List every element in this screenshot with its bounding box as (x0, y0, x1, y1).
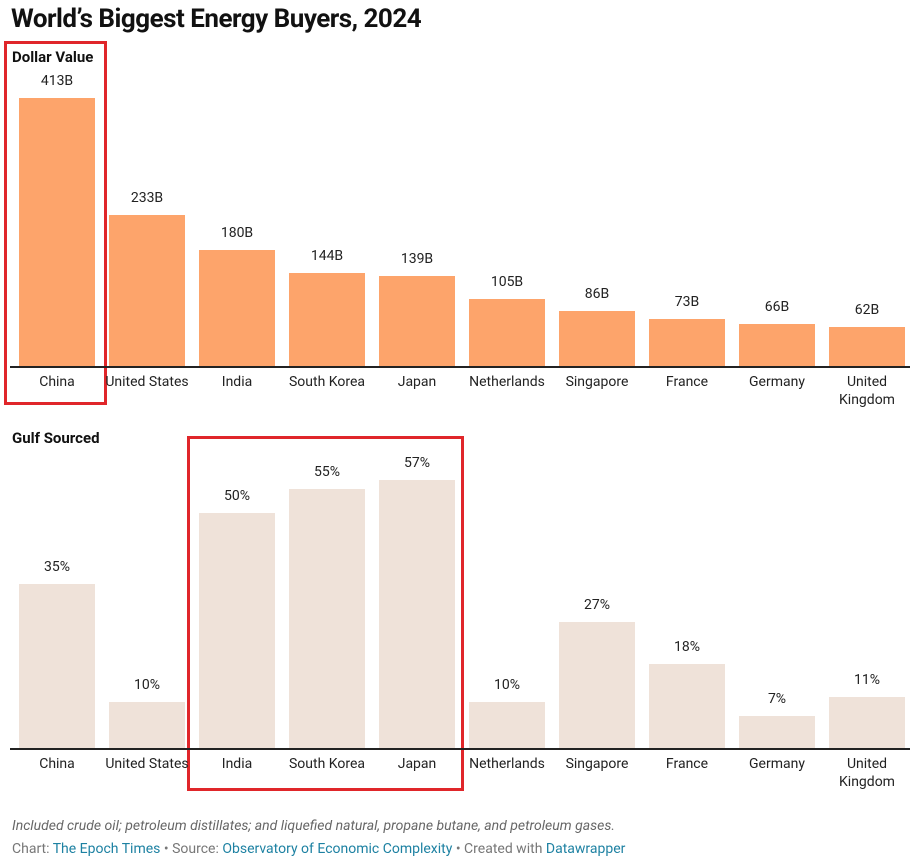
value-label: 73B (674, 294, 700, 311)
created-label: Created with (464, 841, 543, 857)
bar (559, 621, 635, 749)
x-tick-label: China (39, 756, 75, 772)
value-label: 66B (764, 299, 790, 315)
x-tick-label: Netherlands (469, 374, 545, 390)
bar (379, 480, 455, 749)
bar (289, 489, 365, 749)
x-tick-label: India (221, 756, 253, 772)
value-label: 180B (220, 224, 254, 241)
baseline (10, 366, 910, 368)
value-label: 105B (490, 273, 524, 290)
baseline (10, 748, 910, 750)
x-tick-label: China (39, 374, 75, 390)
x-tick-label: Japan (397, 374, 437, 390)
bar (109, 215, 185, 367)
value-label: 7% (767, 690, 787, 707)
bar (109, 701, 185, 749)
value-label: 35% (44, 558, 70, 575)
value-label: 10% (134, 676, 160, 693)
value-label: 10% (494, 676, 520, 693)
bar (559, 310, 635, 367)
created-link[interactable]: Datawrapper (545, 841, 626, 857)
bar (379, 276, 455, 367)
bar (469, 701, 545, 749)
highlight-box (4, 41, 107, 405)
value-label: 62B (854, 301, 880, 318)
x-tick-label: South Korea (288, 374, 365, 390)
x-tick-label: Singapore (565, 374, 629, 390)
chart-subtitle: Dollar Value (12, 48, 94, 66)
x-tick-label: United States (105, 756, 189, 772)
bar (829, 697, 905, 749)
credits: Chart: The Epoch Times • Source: Observa… (12, 841, 625, 857)
value-label: 233B (130, 190, 164, 207)
bar (469, 298, 545, 367)
value-label: 57% (404, 455, 430, 471)
page-title: World’s Biggest Energy Buyers, 2024 (11, 4, 422, 34)
source-link[interactable]: Observatory of Economic Complexity (222, 841, 453, 857)
x-tick-label: Netherlands (469, 756, 545, 772)
bar (829, 326, 905, 367)
x-tick-label: Japan (397, 756, 437, 772)
bar (19, 583, 95, 749)
source-label: Source: (172, 841, 219, 857)
value-label: 144B (310, 248, 344, 265)
highlight-box (187, 436, 464, 791)
value-label: 86B (584, 285, 610, 302)
value-label: 11% (854, 672, 880, 689)
bar (739, 324, 815, 367)
credit-label: Chart: (12, 841, 50, 857)
bar (19, 98, 95, 367)
bar (649, 664, 725, 749)
value-label: 18% (674, 639, 700, 656)
bar (199, 513, 275, 749)
separator: • (455, 841, 461, 857)
bar (649, 319, 725, 367)
x-tick-label: France (665, 756, 709, 772)
credit-link[interactable]: The Epoch Times (52, 841, 161, 857)
value-label: 139B (400, 251, 434, 268)
x-tick-label: South Korea (288, 756, 365, 772)
bar (199, 249, 275, 367)
separator: • (163, 841, 169, 857)
x-tick-label: Germany (749, 756, 805, 772)
value-label: 27% (584, 596, 610, 613)
chart-subtitle: Gulf Sourced (12, 429, 100, 447)
value-label: 55% (314, 464, 340, 481)
x-tick-label: United Kingdom (839, 756, 895, 790)
x-tick-label: United States (105, 374, 189, 390)
bar (739, 715, 815, 749)
value-label: 413B (40, 73, 74, 89)
x-tick-label: Singapore (565, 756, 629, 772)
value-label: 50% (224, 488, 250, 505)
x-tick-label: India (221, 374, 253, 390)
bar (289, 273, 365, 367)
x-tick-label: Germany (749, 374, 805, 390)
notes: Included crude oil; petroleum distillate… (12, 818, 615, 834)
x-tick-label: France (665, 374, 709, 390)
x-tick-label: United Kingdom (839, 374, 895, 408)
